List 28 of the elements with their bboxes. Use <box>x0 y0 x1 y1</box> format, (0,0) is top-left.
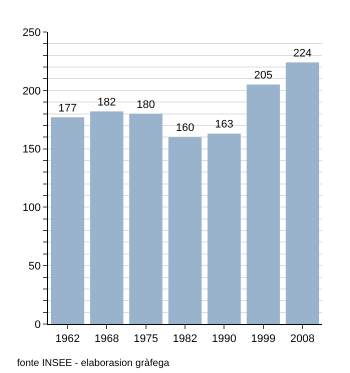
data-label: 224 <box>293 47 312 60</box>
data-label: 177 <box>58 102 77 114</box>
y-tick-label: 150 <box>22 144 41 156</box>
source-note: fonte INSEE - elaborasion gràfega <box>17 358 170 369</box>
x-tick-label: 2008 <box>290 333 315 346</box>
data-label: 160 <box>176 122 194 134</box>
bar <box>168 137 202 324</box>
bar <box>129 114 162 324</box>
y-tick-label: 200 <box>22 85 41 98</box>
data-label: 205 <box>254 70 272 82</box>
data-label: 180 <box>136 98 156 111</box>
x-tick-label: 1962 <box>55 333 80 346</box>
bar <box>208 134 241 324</box>
y-tick-label: 0 <box>34 318 41 331</box>
data-label: 182 <box>98 96 116 108</box>
y-tick-label: 100 <box>22 202 41 214</box>
x-tick-label: 1990 <box>212 333 236 346</box>
bar <box>50 117 84 324</box>
x-tick-label: 1975 <box>134 333 158 346</box>
y-tick-label: 250 <box>22 26 41 39</box>
x-tick-label: 1982 <box>172 333 198 346</box>
bar <box>90 111 124 324</box>
bar <box>246 84 280 324</box>
y-tick-label: 50 <box>28 260 41 272</box>
x-tick-label: 1968 <box>94 333 119 346</box>
data-label: 163 <box>214 118 234 131</box>
x-tick-label: 1999 <box>251 333 276 346</box>
bar <box>286 62 320 324</box>
